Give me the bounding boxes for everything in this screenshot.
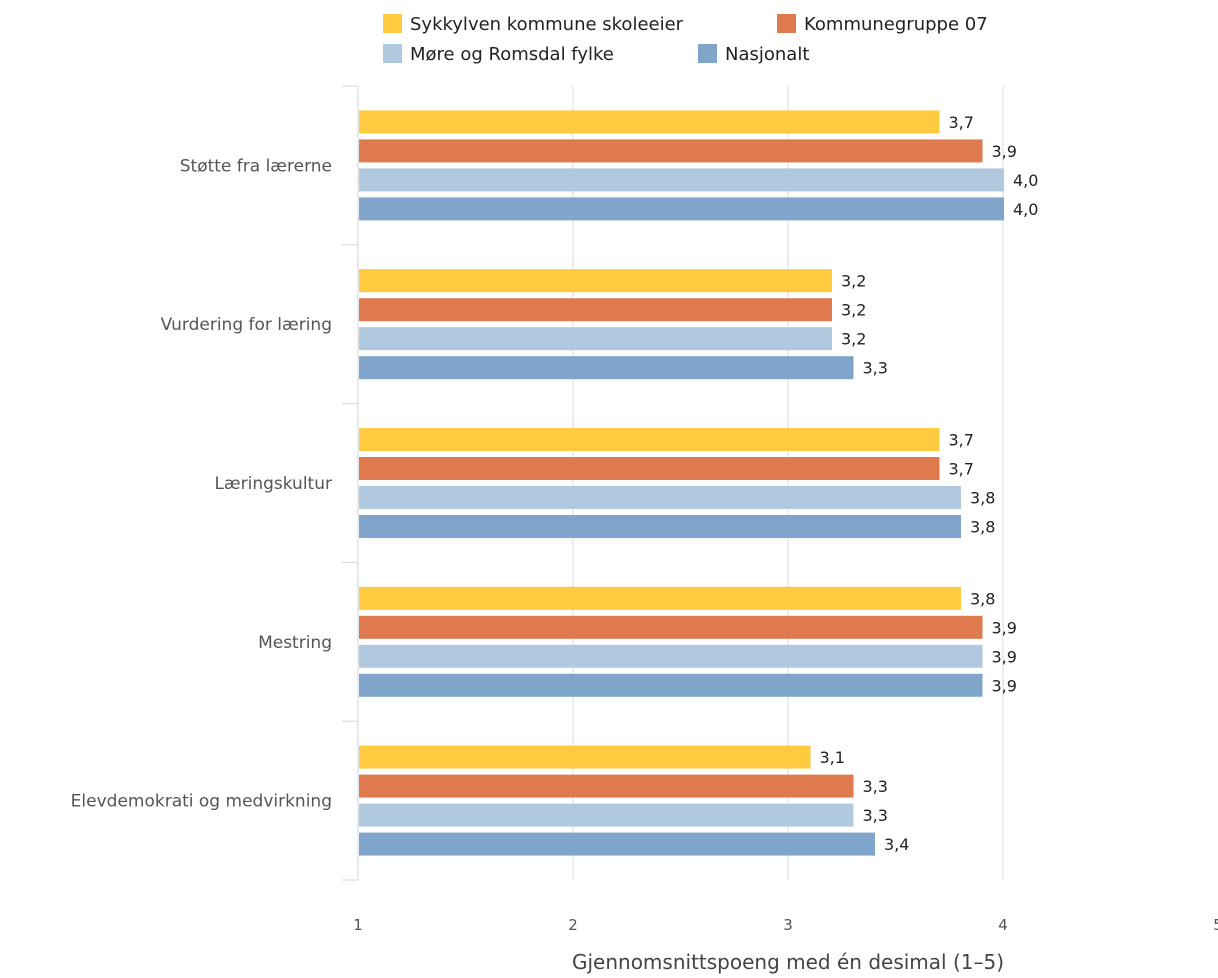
bar — [359, 139, 983, 163]
legend-swatch — [777, 14, 796, 33]
data-label: 3,7 — [949, 431, 974, 450]
bar — [359, 486, 961, 509]
legend-label: Sykkylven kommune skoleeier — [410, 14, 684, 35]
data-label: 3,3 — [863, 806, 888, 825]
bar — [359, 644, 983, 668]
data-label: 3,1 — [820, 748, 845, 767]
bar — [359, 586, 961, 610]
category-label: Vurdering for læring — [161, 315, 332, 335]
data-label: 3,2 — [841, 301, 866, 320]
legend-label: Nasjonalt — [725, 44, 809, 65]
data-label: 4,0 — [1013, 171, 1038, 190]
bar — [359, 428, 940, 451]
data-label: 3,8 — [970, 589, 995, 608]
data-label: 3,3 — [863, 777, 888, 796]
data-label: 3,3 — [863, 359, 888, 378]
bar — [359, 168, 1004, 192]
legend-swatch — [383, 14, 402, 33]
x-tick-label: 4 — [998, 916, 1008, 934]
data-label: 4,0 — [1013, 200, 1038, 219]
bar — [359, 298, 832, 322]
bar — [359, 457, 940, 480]
data-label: 3,8 — [970, 518, 995, 537]
data-label: 3,9 — [992, 647, 1017, 666]
data-label: 3,9 — [992, 142, 1017, 161]
data-label: 3,9 — [992, 618, 1017, 637]
bar — [359, 197, 1004, 221]
bar — [359, 673, 983, 697]
x-tick-label: 3 — [783, 916, 793, 934]
legend-swatch — [698, 44, 717, 63]
axes: 1 2 3 4 5 Støtte fra lærerne Vurdering for lær… — [71, 85, 1218, 934]
category-label: Mestring — [258, 633, 332, 653]
data-label: 3,2 — [841, 330, 866, 349]
category-label: Læringskultur — [214, 474, 332, 494]
data-label: 3,4 — [884, 835, 909, 854]
legend-label: Møre og Romsdal fylke — [410, 44, 614, 65]
bar — [359, 774, 854, 798]
data-label: 3,7 — [949, 113, 974, 132]
bars: 3,7 3,9 4,0 4,0 3,2 3,2 3,2 3,3 3,7 3,7 3,8 3,8 3,8 3… — [359, 110, 1038, 856]
bar — [359, 356, 854, 380]
bar — [359, 110, 940, 134]
bar — [359, 515, 961, 538]
category-label: Elevdemokrati og medvirkning — [71, 792, 332, 812]
x-axis-title: Gjennomsnittspoeng med én desimal (1–5) — [572, 950, 1004, 974]
data-label: 3,8 — [970, 489, 995, 508]
bar — [359, 832, 875, 856]
bar — [359, 745, 811, 769]
data-label: 3,2 — [841, 272, 866, 291]
category-label: Støtte fra lærerne — [180, 156, 332, 176]
bar — [359, 615, 983, 639]
x-tick-label: 1 — [353, 916, 363, 934]
bar — [359, 327, 832, 351]
x-tick-label: 2 — [568, 916, 578, 934]
bar — [359, 269, 832, 293]
bar — [359, 803, 854, 827]
data-label: 3,9 — [992, 676, 1017, 695]
legend-swatch — [383, 44, 402, 63]
legend-label: Kommunegruppe 07 — [804, 14, 988, 35]
data-label: 3,7 — [949, 460, 974, 479]
legend: Sykkylven kommune skoleeier Kommunegruppe… — [383, 14, 988, 65]
x-tick-label: 5 — [1213, 916, 1218, 934]
